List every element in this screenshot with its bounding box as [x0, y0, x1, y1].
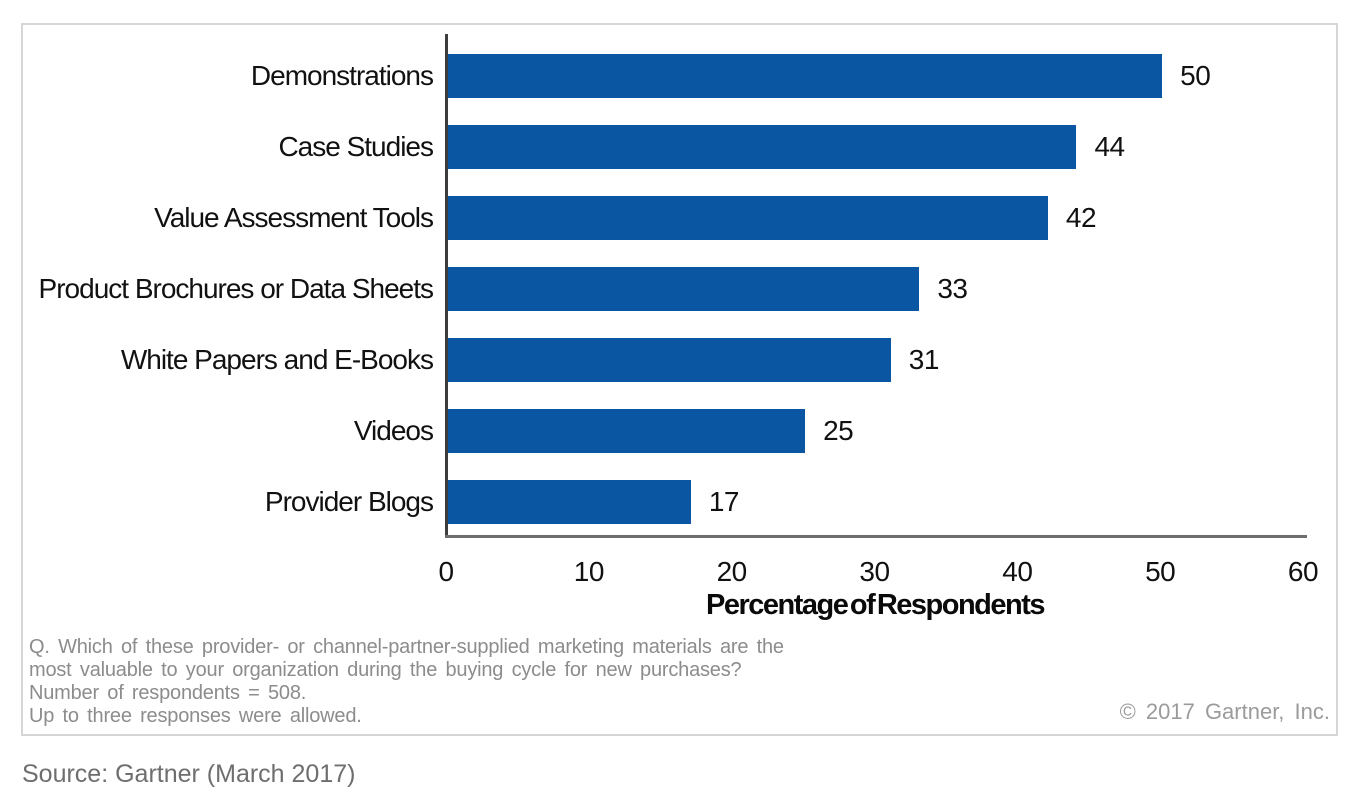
bar	[448, 53, 1163, 98]
x-tick-label: 30	[859, 556, 890, 587]
category-label: Provider Blogs	[264, 485, 434, 517]
bar-rows: Demonstrations 50 Case Studies 44 Value Asse…	[23, 40, 1305, 537]
value-label: 25	[823, 414, 854, 446]
category-label: Demonstrations	[250, 59, 434, 91]
footnote-line: Q. Which of these provider- or channel-p…	[29, 636, 784, 658]
category-label: Product Brochures or Data Sheets	[38, 272, 434, 304]
chart-footnote: Q. Which of these provider- or channel-p…	[29, 636, 784, 728]
x-tick-label: 60	[1287, 556, 1319, 587]
bar-row: Value Assessment Tools 42	[23, 182, 1305, 253]
bar	[448, 266, 920, 311]
bar	[448, 195, 1048, 240]
x-tick-label: 10	[573, 556, 605, 587]
category-label: Case Studies	[278, 130, 434, 162]
bar-wrap: 17	[448, 479, 740, 524]
category-label: Videos	[353, 414, 434, 446]
bar	[448, 124, 1077, 169]
footnote-line: Number of respondents = 508.	[29, 682, 307, 704]
copyright-text: © 2017 Gartner, Inc.	[1119, 699, 1330, 724]
bar-wrap: 50	[448, 53, 1211, 98]
x-axis-baseline	[445, 535, 1307, 538]
bar-row: White Papers and E-Books 31	[23, 324, 1305, 395]
value-label: 50	[1180, 59, 1211, 91]
value-label: 17	[708, 485, 740, 517]
value-label: 44	[1094, 130, 1125, 162]
bar-row: Case Studies 44	[23, 111, 1305, 182]
value-label: 42	[1065, 201, 1097, 233]
bar-wrap: 31	[448, 337, 940, 382]
y-axis-line	[445, 34, 448, 538]
x-tick-label: 0	[438, 556, 454, 587]
x-tick-label: 50	[1145, 556, 1176, 587]
category-label: White Papers and E-Books	[120, 343, 434, 375]
chart-frame: Demonstrations 50 Case Studies 44 Value Asse…	[21, 23, 1338, 736]
bar-wrap: 42	[448, 195, 1097, 240]
x-tick-label: 40	[1002, 556, 1033, 587]
footnote-line: Up to three responses were allowed.	[29, 705, 362, 727]
value-label: 31	[908, 343, 940, 375]
category-label: Value Assessment Tools	[154, 201, 434, 233]
source-text: Source: Gartner (March 2017)	[22, 760, 356, 788]
bar	[448, 408, 806, 453]
bar	[448, 337, 891, 382]
bar-row: Videos 25	[23, 395, 1305, 466]
x-axis-title: Percentage of Respondents	[705, 589, 1046, 621]
bar-wrap: 44	[448, 124, 1125, 169]
bar	[448, 479, 691, 524]
value-label: 33	[937, 272, 968, 304]
bar-row: Product Brochures or Data Sheets 33	[23, 253, 1305, 324]
bar-wrap: 33	[448, 266, 968, 311]
bar-wrap: 25	[448, 408, 854, 453]
x-tick-label: 20	[716, 556, 748, 587]
footnote-line: most valuable to your organization durin…	[29, 659, 742, 681]
bar-row: Demonstrations 50	[23, 40, 1305, 111]
bar-row: Provider Blogs 17	[23, 466, 1305, 537]
